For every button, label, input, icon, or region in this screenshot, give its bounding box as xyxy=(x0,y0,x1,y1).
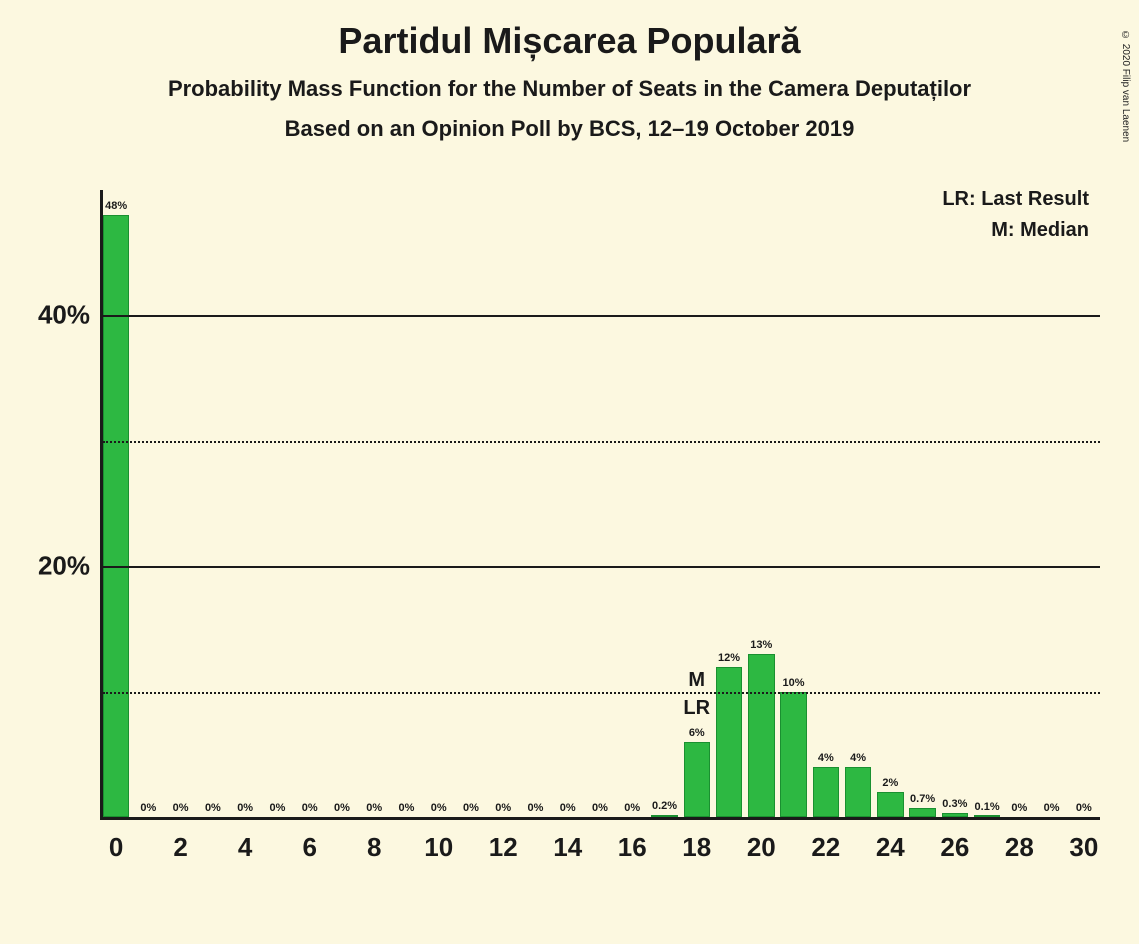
x-tick-label: 30 xyxy=(1069,832,1098,863)
chart-plot-area: 48% 0% 0% 0% 0% 0% 0% 0% 0% 0% 0% 0% 0% 0% 0% 0% 0% 0.2% 6… xyxy=(100,190,1100,820)
bar-value-label: 0.3% xyxy=(942,798,967,810)
bar-value-label: 0% xyxy=(624,802,640,814)
bar-value-label: 0.1% xyxy=(975,801,1000,813)
bar-slot: 12% xyxy=(716,667,742,817)
bar xyxy=(942,813,968,817)
x-tick-label: 14 xyxy=(553,832,582,863)
bar-slot: 0.1% xyxy=(974,815,1000,817)
x-tick-label: 4 xyxy=(238,832,252,863)
bar-value-label: 6% xyxy=(689,727,705,739)
bar-value-label: 12% xyxy=(718,652,740,664)
bar-slot: 4% xyxy=(813,767,839,817)
gridline-dotted xyxy=(103,441,1100,443)
x-tick-label: 10 xyxy=(424,832,453,863)
x-tick-label: 0 xyxy=(109,832,123,863)
bar-slot: 0.7% xyxy=(909,808,935,817)
bar-slot: 6%MLR xyxy=(684,742,710,817)
marker-last-result: LR xyxy=(683,697,710,720)
x-tick-label: 26 xyxy=(940,832,969,863)
chart-subtitle-2: Based on an Opinion Poll by BCS, 12–19 O… xyxy=(0,116,1139,142)
bar xyxy=(651,815,677,818)
bar-value-label: 0% xyxy=(269,802,285,814)
y-tick-label: 20% xyxy=(38,551,90,582)
bar-value-label: 0% xyxy=(592,802,608,814)
gridline-solid xyxy=(103,315,1100,317)
bar-value-label: 0% xyxy=(1011,802,1027,814)
bar-value-label: 0% xyxy=(140,802,156,814)
x-tick-label: 24 xyxy=(876,832,905,863)
bar-value-label: 4% xyxy=(850,752,866,764)
x-tick-label: 22 xyxy=(811,832,840,863)
bar-value-label: 0% xyxy=(463,802,479,814)
bar-value-label: 0% xyxy=(1044,802,1060,814)
x-tick-label: 18 xyxy=(682,832,711,863)
bar-value-label: 0% xyxy=(366,802,382,814)
copyright-text: © 2020 Filip van Laenen xyxy=(1120,30,1131,142)
x-tick-label: 2 xyxy=(173,832,187,863)
bar-value-label: 4% xyxy=(818,752,834,764)
bar-slot: 0.2% xyxy=(651,815,677,818)
chart-title: Partidul Mișcarea Populară xyxy=(0,20,1139,62)
bar xyxy=(103,215,129,817)
gridline-solid xyxy=(103,566,1100,568)
bar-value-label: 13% xyxy=(750,639,772,651)
bar-slot: 10% xyxy=(780,692,806,817)
y-tick-label: 40% xyxy=(38,300,90,331)
x-tick-label: 6 xyxy=(302,832,316,863)
bar-slot: 2% xyxy=(877,792,903,817)
bar xyxy=(684,742,710,817)
gridline-dotted xyxy=(103,692,1100,694)
x-axis xyxy=(100,817,1100,820)
bar xyxy=(780,692,806,817)
bar xyxy=(909,808,935,817)
bar-value-label: 0% xyxy=(237,802,253,814)
bar-value-label: 0% xyxy=(173,802,189,814)
bar xyxy=(845,767,871,817)
bar xyxy=(748,654,774,817)
bar-value-label: 0% xyxy=(495,802,511,814)
bar xyxy=(716,667,742,817)
bar-value-label: 0.2% xyxy=(652,800,677,812)
bar-value-label: 0% xyxy=(528,802,544,814)
bar-value-label: 0% xyxy=(431,802,447,814)
bar-value-label: 2% xyxy=(882,777,898,789)
bar-value-label: 0% xyxy=(1076,802,1092,814)
bars-container: 48% 0% 0% 0% 0% 0% 0% 0% 0% 0% 0% 0% 0% 0% 0% 0% 0% 0.2% 6… xyxy=(100,190,1100,817)
x-tick-label: 16 xyxy=(618,832,647,863)
bar-slot: 4% xyxy=(845,767,871,817)
bar-value-label: 0% xyxy=(560,802,576,814)
bar-value-label: 0% xyxy=(302,802,318,814)
bar-value-label: 0.7% xyxy=(910,793,935,805)
bar-slot: 0.3% xyxy=(942,813,968,817)
x-tick-label: 8 xyxy=(367,832,381,863)
bar xyxy=(877,792,903,817)
chart-subtitle-1: Probability Mass Function for the Number… xyxy=(0,76,1139,102)
x-tick-label: 12 xyxy=(489,832,518,863)
bar-slot: 13% xyxy=(748,654,774,817)
bar-value-label: 0% xyxy=(334,802,350,814)
bar-value-label: 10% xyxy=(783,677,805,689)
bar xyxy=(813,767,839,817)
bar-value-label: 0% xyxy=(398,802,414,814)
x-tick-label: 28 xyxy=(1005,832,1034,863)
x-tick-label: 20 xyxy=(747,832,776,863)
bar-value-label: 0% xyxy=(205,802,221,814)
bar xyxy=(974,815,1000,817)
bar-slot: 48% xyxy=(103,215,129,817)
marker-median: M xyxy=(688,669,705,692)
bar-value-label: 48% xyxy=(105,200,127,212)
